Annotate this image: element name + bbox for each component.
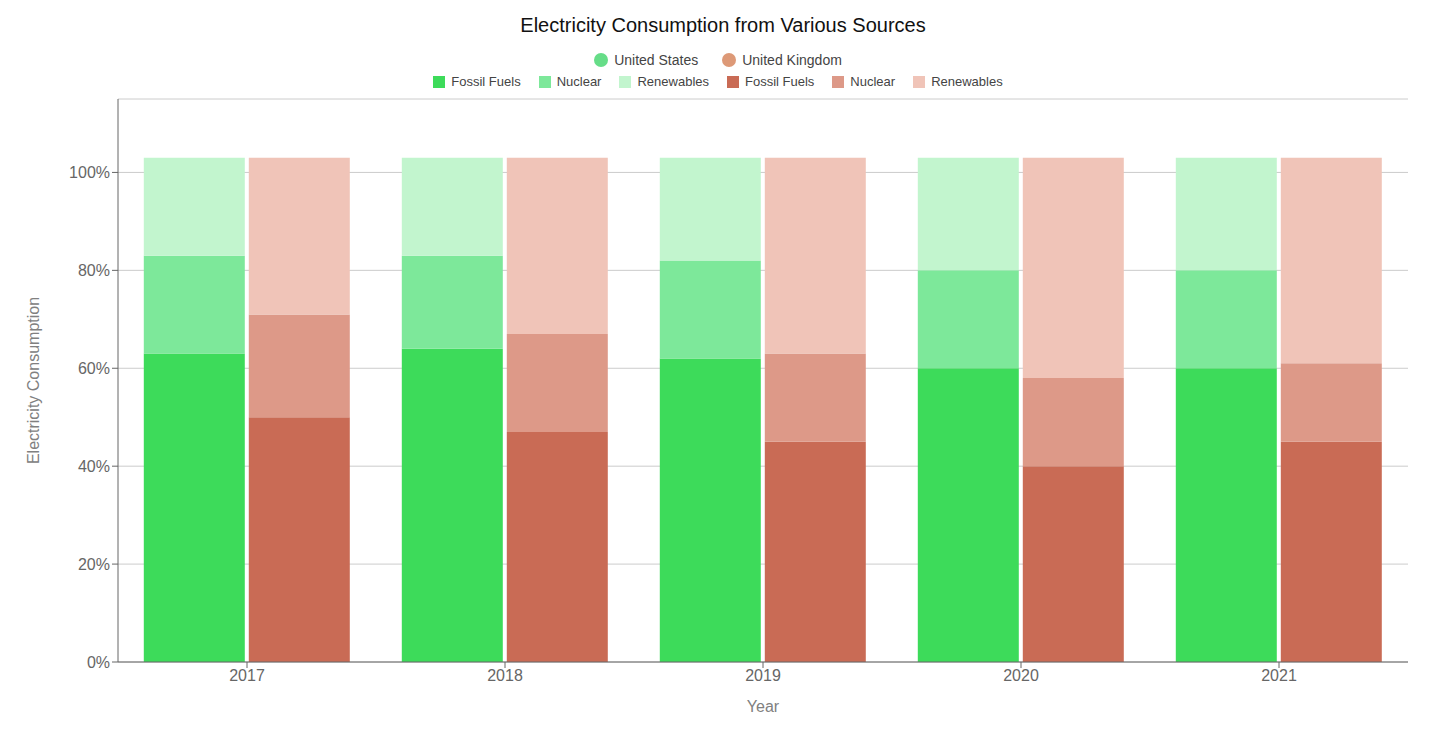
svg-text:Year: Year <box>747 698 780 715</box>
svg-text:2018: 2018 <box>487 667 523 684</box>
svg-text:2020: 2020 <box>1003 667 1039 684</box>
html-text:Fossil Fuels: Fossil Fuels <box>451 74 521 89</box>
html-text:United States: United States <box>614 52 699 68</box>
svg-text:0%: 0% <box>87 654 110 671</box>
svg-text:20%: 20% <box>78 556 110 573</box>
svg-text:40%: 40% <box>78 458 110 475</box>
svg-text:Electricity Consumption: Electricity Consumption <box>25 297 42 464</box>
html-text:Electricity Consumption from V: Electricity Consumption from Various Sou… <box>520 14 926 36</box>
html-text:United Kingdom: United Kingdom <box>742 52 842 68</box>
svg-text:2019: 2019 <box>745 667 781 684</box>
html-text:Renewables: Renewables <box>931 74 1003 89</box>
svg-text:2021: 2021 <box>1261 667 1297 684</box>
svg-text:2017: 2017 <box>229 667 265 684</box>
html-text:Fossil Fuels: Fossil Fuels <box>745 74 815 89</box>
html-text:Renewables: Renewables <box>637 74 709 89</box>
html-text:Nuclear: Nuclear <box>850 74 896 89</box>
svg-text:100%: 100% <box>69 164 110 181</box>
html-text:Nuclear: Nuclear <box>556 74 602 89</box>
svg-text:60%: 60% <box>78 360 110 377</box>
svg-text:80%: 80% <box>78 262 110 279</box>
